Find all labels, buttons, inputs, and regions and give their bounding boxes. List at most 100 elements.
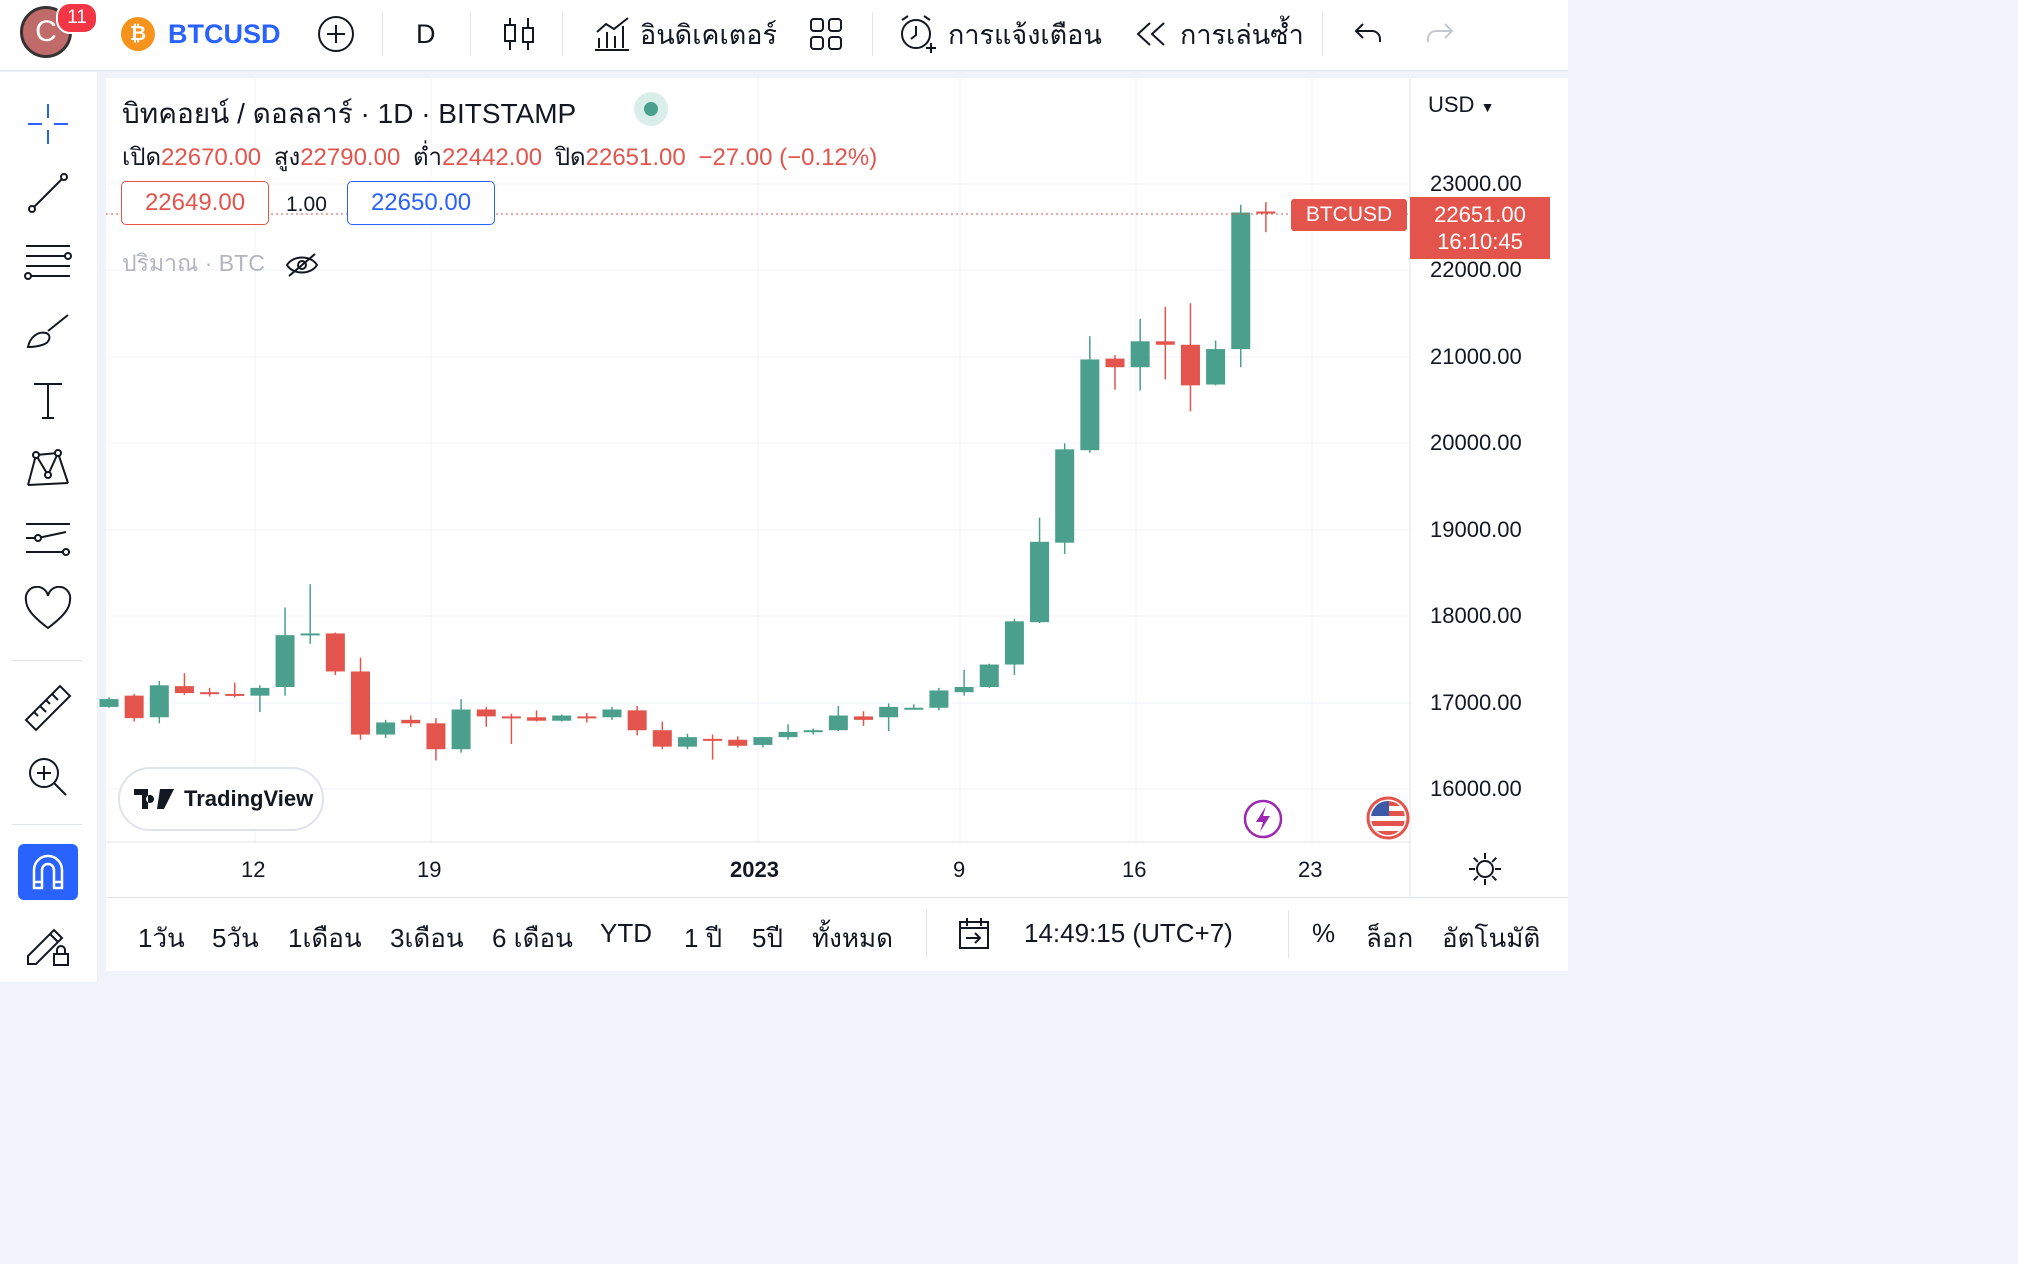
candle[interactable] bbox=[703, 734, 723, 760]
tradingview-watermark[interactable]: TradingView bbox=[118, 767, 324, 831]
candle[interactable] bbox=[929, 687, 949, 711]
candle[interactable] bbox=[501, 713, 521, 745]
candle[interactable] bbox=[854, 711, 873, 726]
candle[interactable] bbox=[174, 673, 194, 695]
forecast-tool[interactable] bbox=[18, 510, 78, 566]
candle[interactable] bbox=[1030, 517, 1050, 624]
favorites-tool[interactable] bbox=[18, 582, 78, 638]
go-to-date-button[interactable] bbox=[956, 916, 992, 957]
candle[interactable] bbox=[627, 706, 647, 736]
candle[interactable] bbox=[351, 657, 370, 740]
candle[interactable] bbox=[527, 710, 547, 722]
text-tool[interactable] bbox=[18, 372, 78, 428]
percent-scale-toggle[interactable]: % bbox=[1312, 918, 1336, 948]
candle[interactable] bbox=[250, 685, 270, 713]
indicators-button[interactable]: อินดิเคเตอร์ bbox=[592, 0, 777, 68]
candle[interactable] bbox=[677, 733, 697, 750]
candle[interactable] bbox=[275, 607, 295, 696]
candle[interactable] bbox=[1180, 303, 1200, 412]
candle[interactable] bbox=[778, 724, 798, 740]
layout-button[interactable] bbox=[808, 0, 844, 68]
range-button[interactable]: YTD bbox=[600, 918, 652, 948]
candle[interactable] bbox=[376, 719, 396, 739]
symbol-title[interactable]: บิทคอยน์ / ดอลลาร์ · 1D · BITSTAMP bbox=[122, 98, 577, 129]
candle[interactable] bbox=[1206, 340, 1226, 386]
undo-button[interactable] bbox=[1352, 0, 1384, 68]
candle[interactable] bbox=[1130, 318, 1150, 391]
buy-button[interactable]: 22650.00 bbox=[347, 181, 495, 225]
currency-selector[interactable]: USD ▼ bbox=[1428, 92, 1494, 118]
range-button[interactable]: 5ปี bbox=[752, 923, 783, 953]
interval-button[interactable]: D bbox=[416, 0, 436, 68]
candle[interactable] bbox=[803, 728, 823, 735]
range-button[interactable]: 5วัน bbox=[212, 923, 259, 953]
candle[interactable] bbox=[1055, 443, 1075, 554]
redo-button[interactable] bbox=[1424, 0, 1456, 68]
events-button[interactable] bbox=[1242, 798, 1284, 845]
alerts-button[interactable]: การแจ้งเตือน bbox=[896, 0, 1102, 68]
candle[interactable] bbox=[225, 682, 245, 698]
candle[interactable] bbox=[124, 693, 144, 722]
eye-hidden-icon[interactable] bbox=[285, 252, 319, 278]
candle[interactable] bbox=[552, 714, 572, 722]
candle[interactable] bbox=[1256, 202, 1276, 233]
candle[interactable] bbox=[401, 715, 421, 727]
candle-body bbox=[954, 687, 974, 693]
timezone-clock[interactable]: 14:49:15 (UTC+7) bbox=[1024, 918, 1233, 948]
candle[interactable] bbox=[99, 697, 119, 708]
candle[interactable] bbox=[1155, 306, 1175, 380]
brush-tool[interactable] bbox=[18, 303, 78, 359]
range-button[interactable]: 6 เดือน bbox=[492, 923, 573, 953]
candle[interactable] bbox=[954, 669, 974, 696]
candle[interactable] bbox=[1105, 355, 1125, 390]
compare-button[interactable] bbox=[316, 0, 356, 68]
crosshair-tool[interactable] bbox=[18, 96, 78, 152]
range-button[interactable]: 3เดือน bbox=[390, 923, 464, 953]
time-axis-label: 2023 bbox=[730, 857, 779, 882]
chart-settings-button[interactable] bbox=[1466, 850, 1504, 893]
candle[interactable] bbox=[879, 703, 899, 732]
candle[interactable] bbox=[300, 584, 320, 644]
candle[interactable] bbox=[828, 706, 848, 732]
candle[interactable] bbox=[652, 721, 672, 750]
range-button[interactable]: 1 ปี bbox=[684, 923, 723, 953]
zoom-tool[interactable] bbox=[18, 749, 78, 805]
candle[interactable] bbox=[200, 687, 220, 697]
candle[interactable] bbox=[1004, 618, 1024, 675]
candle[interactable] bbox=[476, 706, 496, 727]
tradingview-logo-icon bbox=[134, 789, 174, 809]
log-scale-toggle[interactable]: ล็อก bbox=[1366, 923, 1414, 953]
lock-drawings-tool[interactable] bbox=[18, 914, 78, 970]
candle[interactable] bbox=[728, 736, 748, 748]
chart-type-button[interactable] bbox=[502, 0, 536, 68]
candle[interactable] bbox=[979, 663, 999, 688]
candle[interactable] bbox=[149, 680, 169, 724]
range-button[interactable]: 1วัน bbox=[138, 923, 185, 953]
price-axis-label: 18000.00 bbox=[1430, 603, 1522, 628]
candle-body bbox=[451, 709, 471, 750]
pattern-tool[interactable] bbox=[18, 441, 78, 497]
trendline-tool[interactable] bbox=[18, 165, 78, 221]
measure-tool[interactable] bbox=[18, 680, 78, 736]
candle[interactable] bbox=[753, 737, 773, 748]
range-button[interactable]: ทั้งหมด bbox=[812, 923, 893, 953]
replay-button[interactable]: การเล่นซ้ำ bbox=[1134, 0, 1304, 68]
candle[interactable] bbox=[325, 632, 345, 675]
candle[interactable] bbox=[577, 712, 597, 723]
fib-tool[interactable] bbox=[18, 234, 78, 290]
volume-legend[interactable]: ปริมาณ · BTC bbox=[122, 246, 319, 282]
candle[interactable] bbox=[1231, 204, 1251, 368]
auto-scale-toggle[interactable]: อัตโนมัติ bbox=[1442, 923, 1541, 953]
market-status-indicator[interactable] bbox=[634, 92, 668, 126]
economic-events-button[interactable] bbox=[1366, 796, 1410, 845]
sell-button[interactable]: 22649.00 bbox=[121, 181, 269, 225]
candle[interactable] bbox=[602, 706, 622, 720]
magnet-tool[interactable] bbox=[18, 844, 78, 900]
candle[interactable] bbox=[904, 704, 924, 710]
candle[interactable] bbox=[1080, 336, 1100, 453]
range-button[interactable]: 1เดือน bbox=[288, 923, 362, 953]
symbol-search-button[interactable]: BTCUSD bbox=[168, 0, 281, 68]
candle[interactable] bbox=[451, 699, 471, 753]
candle[interactable] bbox=[426, 718, 446, 761]
toolbar-divider bbox=[470, 12, 471, 56]
